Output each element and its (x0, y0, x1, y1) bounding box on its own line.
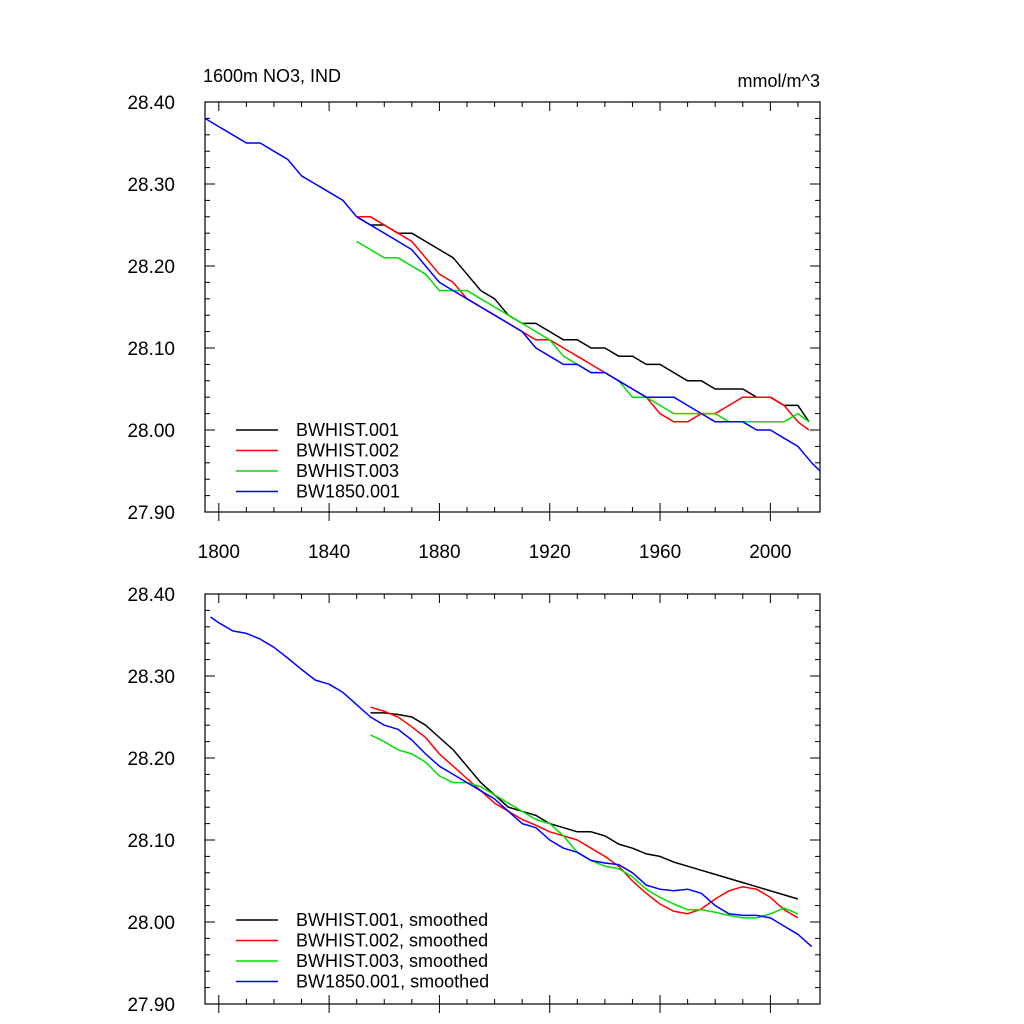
units-label: mmol/m^3 (738, 71, 820, 91)
y-tick-label: 28.40 (127, 93, 175, 114)
y-tick-label: 28.30 (127, 667, 175, 688)
y-tick-label: 28.00 (127, 913, 175, 934)
y-tick-label: 28.20 (127, 257, 175, 278)
series-line (356, 240, 810, 423)
x-tick-label: 1960 (639, 542, 681, 563)
series-line (356, 216, 810, 423)
x-tick-label: 1800 (198, 542, 240, 563)
y-tick-label: 27.90 (127, 503, 175, 524)
y-tick-label: 28.00 (127, 421, 175, 442)
series-line (204, 117, 821, 472)
legend-label: BWHIST.002, smoothed (296, 931, 488, 951)
legend-label: BW1850.001 (296, 482, 400, 502)
top-panel-plot: 1800 1840 1880 1920 1960 2000 27.90 28.00 28.10 2… (127, 93, 821, 563)
y-tick-label: 28.20 (127, 749, 175, 770)
series-line (210, 616, 813, 948)
series-line (356, 216, 810, 431)
y-tick-label: 28.10 (127, 831, 175, 852)
legend-label: BWHIST.002 (296, 441, 399, 461)
y-tick-label: 27.90 (127, 995, 175, 1016)
legend-label: BW1850.001, smoothed (296, 972, 489, 992)
series-line (370, 706, 799, 919)
y-tick-label: 28.10 (127, 339, 175, 360)
legend-label: BWHIST.001, smoothed (296, 910, 488, 930)
bottom-panel-plot: 27.90 28.00 28.10 28.20 28.30 28.40 BWHIST.001… (127, 585, 821, 1016)
x-tick-label: 2000 (749, 542, 791, 563)
chart-title: 1600m NO3, IND (203, 66, 341, 86)
x-tick-label: 1840 (308, 542, 350, 563)
legend-label: BWHIST.003 (296, 461, 399, 481)
x-tick-label: 1920 (529, 542, 571, 563)
y-tick-label: 28.30 (127, 175, 175, 196)
legend-label: BWHIST.003, smoothed (296, 951, 488, 971)
x-tick-label: 1880 (418, 542, 460, 563)
y-tick-label: 28.40 (127, 585, 175, 606)
series-line (370, 712, 799, 900)
legend-label: BWHIST.001 (296, 420, 399, 440)
plot-frame (204, 593, 821, 1005)
plot-frame (204, 101, 821, 513)
